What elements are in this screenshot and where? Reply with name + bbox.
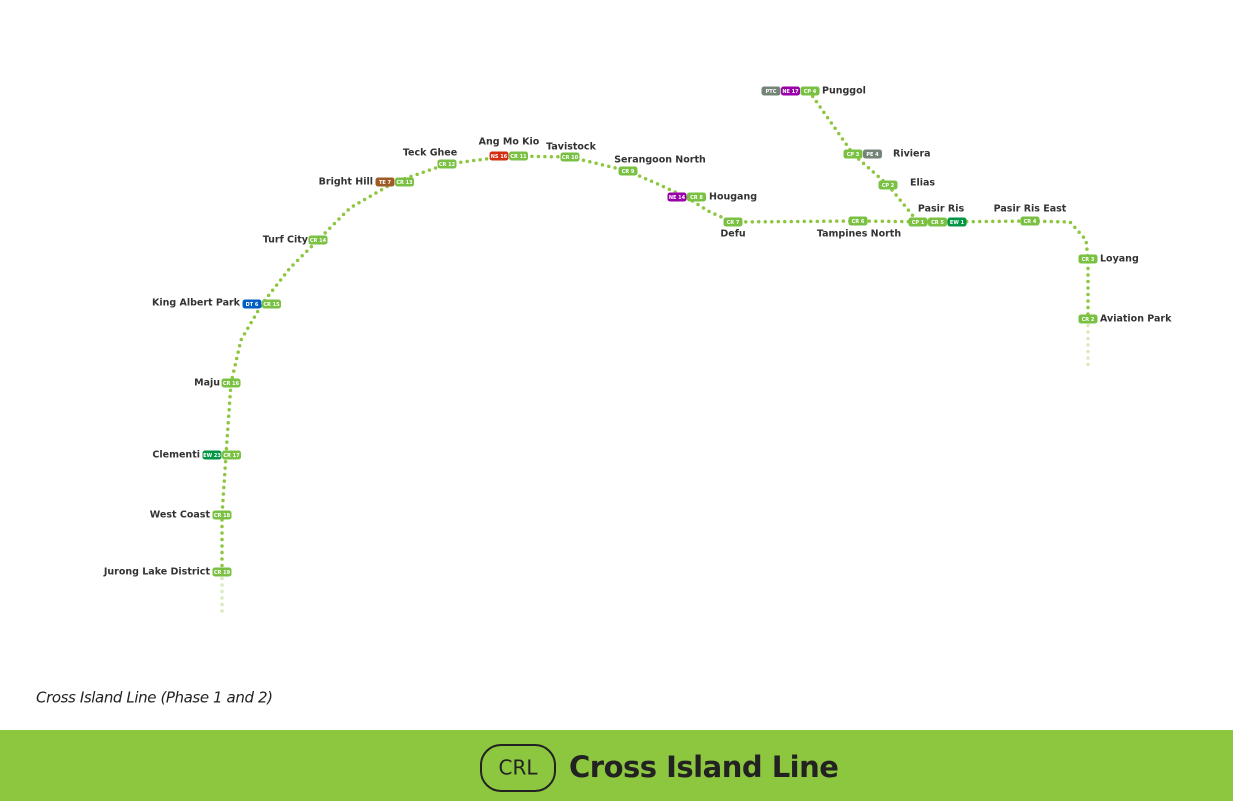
station-name: Pasir Ris East	[994, 204, 1067, 215]
station-code: CR 5	[931, 220, 944, 226]
station-code: NS 16	[491, 154, 508, 160]
station-name: Maju	[194, 378, 220, 389]
footer-badge-box	[480, 744, 556, 792]
station-code-badge	[928, 217, 947, 227]
station-name: Aviation Park	[1100, 314, 1172, 325]
station-code-badge	[437, 159, 457, 169]
station-code-badge	[843, 149, 863, 159]
station-code: CR 19	[214, 570, 231, 576]
station-name: Hougang	[709, 192, 757, 203]
station-code-badge	[618, 166, 638, 176]
station-name: Tampines North	[817, 229, 901, 240]
station-name: Teck Ghee	[403, 148, 457, 159]
station-code-badge	[1020, 216, 1040, 226]
station-code: CR 13	[396, 180, 413, 186]
station-code: CR 4	[1024, 219, 1037, 225]
line-branch	[807, 89, 920, 224]
station-name: Punggol	[822, 86, 866, 97]
station-code: CR 2	[1082, 317, 1095, 323]
station-code: CR 18	[214, 513, 231, 519]
station-code-badge	[202, 450, 222, 460]
station-code-badge	[509, 151, 528, 161]
station-name: Defu	[720, 229, 745, 240]
station-code: EW 1	[950, 220, 965, 226]
station-code: CP 3	[847, 152, 860, 158]
station-name: Serangoon North	[614, 155, 706, 166]
station-name: Loyang	[1100, 254, 1139, 265]
station-code: CR 7	[727, 220, 740, 226]
station-name: Riviera	[893, 149, 931, 160]
station-code-badge	[761, 86, 781, 96]
station-code: CR 8	[690, 195, 703, 201]
station-code-badge	[395, 177, 414, 187]
station-code: CR 12	[439, 162, 456, 168]
station-code-badge	[1078, 314, 1098, 324]
station-code-badge	[560, 152, 580, 162]
footer-bar	[0, 730, 1233, 801]
station-code-badge	[863, 149, 882, 159]
station-code-badge	[878, 180, 898, 190]
station-code-badge	[212, 510, 232, 520]
station-code: PE 4	[866, 152, 879, 158]
station-code-badge	[687, 192, 706, 202]
station-code: NE 17	[782, 89, 799, 95]
station-code-badge	[489, 151, 509, 161]
station-code-badge	[242, 299, 262, 309]
station-code: CR 17	[223, 453, 240, 459]
station-code-badge	[947, 217, 967, 227]
station-code: CP 1	[912, 220, 925, 226]
station-code: CP 2	[882, 183, 895, 189]
caption: Cross Island Line (Phase 1 and 2)	[36, 689, 273, 707]
station-code-badge	[221, 378, 241, 388]
station-code: CR 6	[852, 219, 865, 225]
station-code: CP 4	[804, 89, 817, 95]
station-name: Tavistock	[546, 142, 596, 153]
station-name: Ang Mo Kio	[479, 137, 540, 148]
station-code: PTC	[766, 89, 777, 95]
station-name: Jurong Lake District	[103, 567, 211, 578]
station-code: CR 9	[622, 169, 635, 175]
station-code-badge	[1078, 254, 1098, 264]
station-code-badge	[848, 216, 868, 226]
station-code: EW 23	[203, 453, 221, 459]
footer-title: Cross Island Line	[569, 750, 838, 784]
station-code-badge	[781, 86, 800, 96]
station-name: West Coast	[150, 510, 211, 521]
station-code-badge	[212, 567, 232, 577]
station-code-badge	[667, 192, 687, 202]
station-name: Bright Hill	[319, 177, 373, 188]
station-code: CR 14	[310, 238, 327, 244]
station-code: CR 16	[223, 381, 240, 387]
station-name: Clementi	[152, 450, 200, 461]
station-code-badge	[308, 235, 328, 245]
station-name: Turf City	[263, 235, 309, 246]
station-code-badge	[800, 86, 820, 96]
station-code-badge	[222, 450, 241, 460]
station-code-badge	[723, 217, 743, 227]
station-code-badge	[908, 217, 928, 227]
station-code: CR 3	[1082, 257, 1095, 263]
footer-badge: CRL	[498, 756, 538, 780]
station-code: NE 14	[669, 195, 686, 201]
station-code: CR 15	[263, 302, 280, 308]
station-name: Pasir Ris	[918, 204, 965, 215]
station-code: DT 6	[246, 302, 259, 308]
station-code: CR 11	[510, 154, 527, 160]
station-code-badge	[262, 299, 281, 309]
station-code: TE 7	[379, 180, 392, 186]
station-code-badge	[375, 177, 395, 187]
station-name: King Albert Park	[152, 298, 241, 309]
station-name: Elias	[910, 178, 935, 189]
station-code: CR 10	[562, 155, 579, 161]
